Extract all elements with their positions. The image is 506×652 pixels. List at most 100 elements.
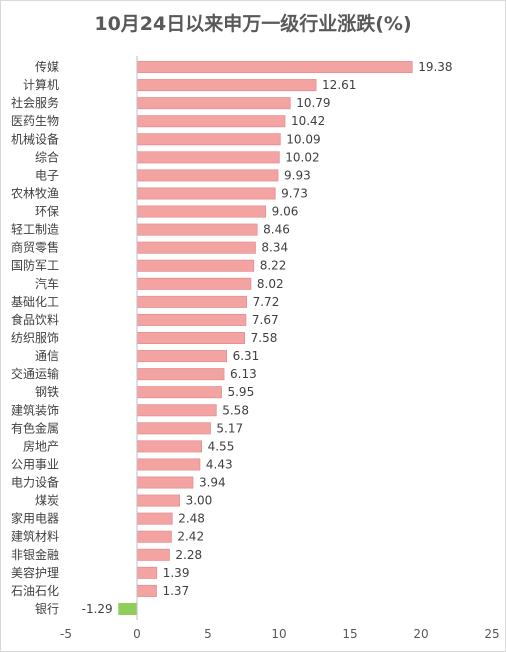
value-label: 5.95 [227, 385, 254, 399]
category-label: 社会服务 [11, 95, 59, 110]
bar-7 [136, 169, 279, 182]
value-label: 5.58 [222, 403, 249, 417]
value-label: 1.37 [162, 584, 189, 598]
bar-2 [136, 79, 317, 92]
x-tick-label: 15 [342, 627, 357, 641]
category-label: 农林牧渔 [11, 186, 59, 200]
bars-group [118, 61, 413, 615]
category-label: 非银金融 [11, 547, 59, 562]
bar-12 [136, 259, 255, 272]
value-label: 8.46 [263, 223, 290, 237]
value-label: 6.13 [230, 367, 257, 381]
bar-14 [136, 295, 248, 308]
x-tick-label: 20 [413, 627, 428, 641]
bar-30 [136, 584, 157, 597]
value-label: 4.55 [208, 439, 235, 453]
bar-24 [136, 476, 194, 489]
category-label: 通信 [35, 349, 59, 363]
value-label: 3.00 [186, 494, 213, 508]
x-tick-labels: -5 0 5 10 15 20 25 [60, 627, 500, 641]
value-label: 4.43 [206, 457, 233, 471]
value-label: 7.58 [251, 331, 278, 345]
x-tick-label: -5 [60, 627, 72, 641]
category-label: 煤炭 [35, 494, 59, 508]
value-label: 6.31 [233, 349, 260, 363]
bar-16 [136, 331, 246, 344]
category-label: 公用事业 [11, 457, 59, 471]
category-label: 石油石化 [11, 584, 59, 598]
category-label: 建筑材料 [11, 529, 59, 544]
x-tick-label: 10 [271, 627, 286, 641]
x-tick-label: 0 [133, 627, 141, 641]
category-label: 交通运输 [11, 366, 59, 381]
bar-15 [136, 313, 247, 326]
value-label: 1.39 [163, 566, 190, 580]
category-label: 美容护理 [11, 565, 59, 580]
bar-20 [136, 404, 217, 417]
value-label: -1.29 [82, 602, 113, 616]
value-labels: 19.38 12.61 10.79 10.42 10.09 10.02 9.93 9.73 9.… [82, 60, 453, 616]
value-label: 10.79 [296, 96, 330, 110]
bar-29 [136, 566, 158, 579]
bar-28 [136, 548, 170, 561]
value-label: 9.73 [281, 186, 308, 200]
category-label: 电子 [35, 168, 59, 182]
bar-21 [136, 422, 211, 435]
value-label: 7.72 [253, 295, 280, 309]
value-label: 10.02 [285, 150, 319, 164]
bar-11 [136, 241, 256, 254]
bar-27 [136, 530, 172, 543]
category-label: 基础化工 [11, 295, 59, 309]
bar-17 [136, 350, 228, 363]
bar-26 [136, 512, 173, 525]
bar-4 [136, 115, 286, 128]
category-label: 有色金属 [11, 420, 59, 435]
category-label: 机械设备 [11, 131, 59, 146]
category-label: 家用电器 [11, 511, 59, 526]
category-label: 银行 [35, 602, 59, 616]
category-label: 房地产 [23, 438, 59, 453]
value-label: 2.48 [178, 512, 205, 526]
bar-22 [136, 440, 203, 453]
category-label: 食品饮料 [11, 312, 59, 327]
bar-19 [136, 386, 222, 399]
bar-8 [136, 187, 276, 200]
bar-23 [136, 458, 201, 471]
value-label: 10.09 [286, 132, 320, 146]
value-label: 7.67 [252, 313, 279, 327]
category-label: 医药生物 [11, 114, 59, 128]
x-tick-label: 25 [484, 627, 499, 641]
category-label: 轻工制造 [11, 223, 59, 237]
value-label: 10.42 [291, 114, 325, 128]
chart-title: 10月24日以来申万一级行业涨跌(%) [94, 13, 412, 35]
category-label: 建筑装饰 [11, 402, 59, 417]
category-labels: 传媒计算机社会服务医药生物机械设备综合电子农林牧渔环保轻工制造商贸零售国防军工汽… [11, 59, 59, 616]
bar-1 [136, 61, 413, 74]
value-label: 2.28 [175, 548, 202, 562]
bar-3 [136, 97, 291, 110]
category-label: 商贸零售 [11, 240, 59, 255]
value-label: 8.22 [260, 259, 287, 273]
bar-31 [118, 602, 138, 615]
category-label: 环保 [35, 205, 59, 219]
bar-25 [136, 494, 180, 507]
value-label: 9.06 [272, 205, 299, 219]
value-label: 8.34 [261, 241, 288, 255]
category-label: 钢铁 [35, 385, 59, 399]
category-label: 国防军工 [11, 258, 59, 273]
value-label: 12.61 [322, 78, 356, 92]
bar-6 [136, 151, 280, 164]
value-label: 9.93 [284, 168, 311, 182]
value-label: 2.42 [177, 530, 204, 544]
value-label: 8.02 [257, 277, 284, 291]
category-label: 计算机 [23, 77, 59, 92]
value-label: 19.38 [418, 60, 452, 74]
bar-13 [136, 277, 252, 290]
category-label: 纺织服饰 [11, 331, 59, 345]
bar-18 [136, 368, 225, 381]
category-label: 综合 [35, 149, 59, 164]
category-label: 传媒 [35, 59, 59, 74]
value-label: 3.94 [199, 476, 226, 490]
